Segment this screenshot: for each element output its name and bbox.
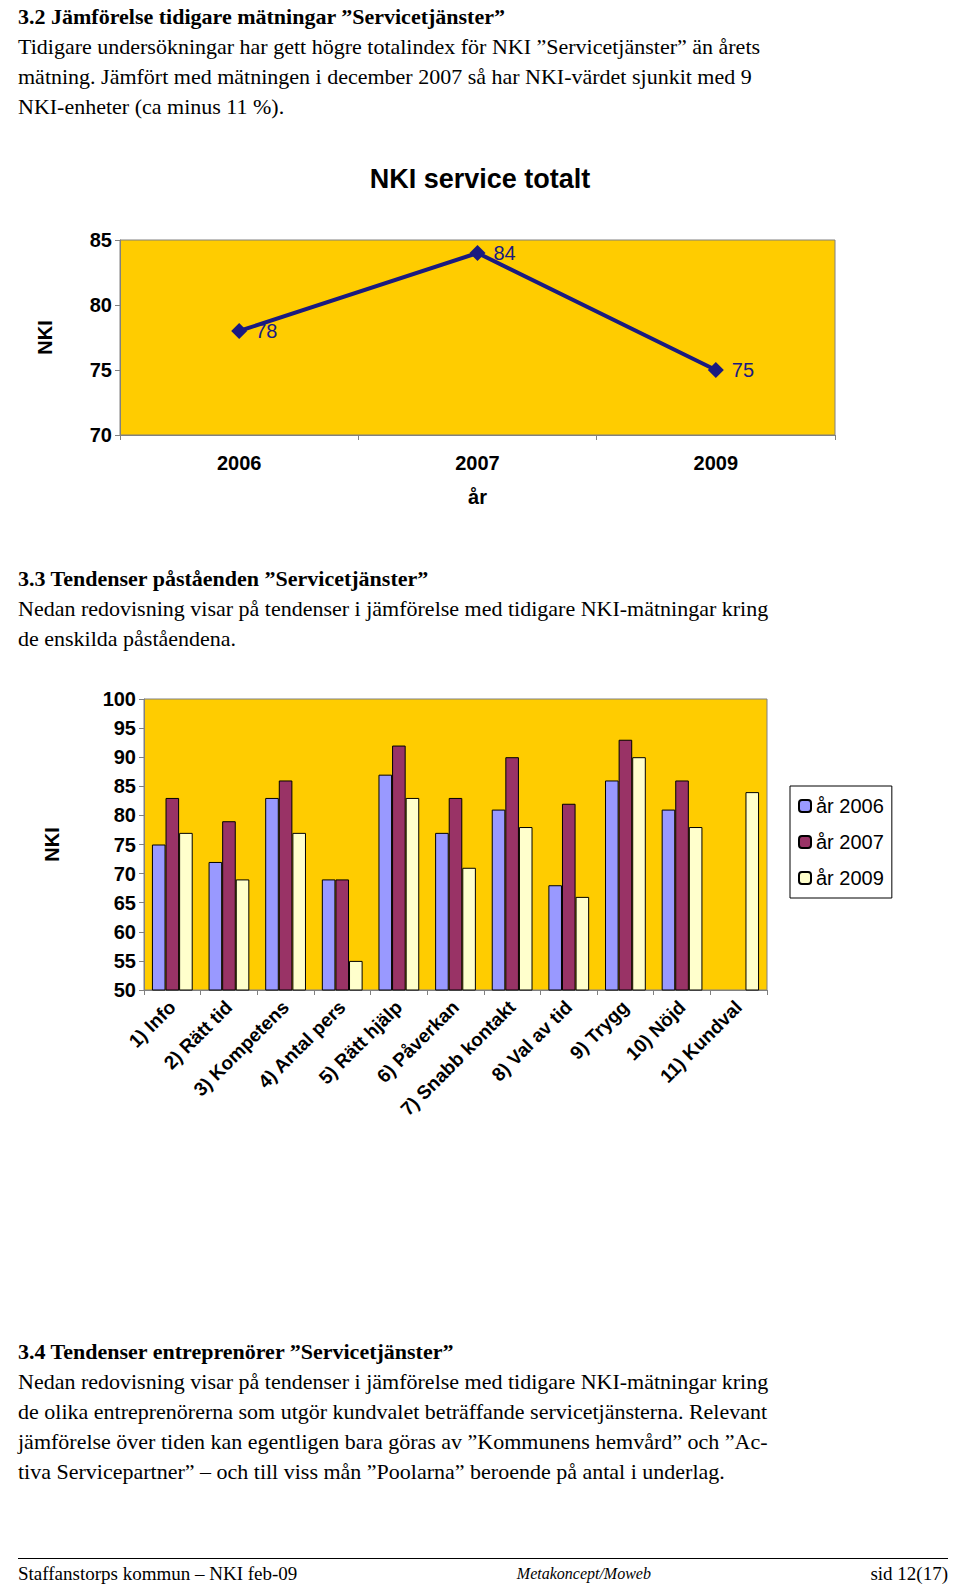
svg-text:75: 75: [732, 359, 754, 381]
svg-text:9) Trygg: 9) Trygg: [566, 997, 633, 1064]
svg-text:2) Rätt tid: 2) Rätt tid: [159, 996, 237, 1074]
svg-text:85: 85: [114, 775, 136, 797]
svg-text:4) Antal pers: 4) Antal pers: [254, 996, 350, 1093]
svg-text:NKI: NKI: [41, 827, 63, 861]
html-text:Tidigare undersökningar har ge: Tidigare undersökningar har gett högre t…: [18, 34, 761, 59]
svg-text:10) Nöjd: 10) Nöjd: [621, 996, 690, 1065]
html-text:tiva Servicepartner” – och til: tiva Servicepartner” – och till viss mån…: [18, 1459, 725, 1484]
svg-text:6) Påverkan: 6) Påverkan: [372, 996, 463, 1087]
svg-text:78: 78: [255, 320, 277, 342]
svg-text:75: 75: [114, 834, 136, 856]
svg-text:100: 100: [103, 688, 136, 710]
svg-text:1) Info: 1) Info: [125, 997, 180, 1052]
html-text:Nedan redovisning visar på ten: Nedan redovisning visar på tendenser i j…: [18, 1369, 769, 1394]
html-text:sid 12(17): sid 12(17): [870, 1563, 948, 1584]
html-text:3.4 Tendenser entreprenörer ”S: 3.4 Tendenser entreprenörer ”Servicetjän…: [18, 1339, 454, 1364]
svg-text:80: 80: [114, 804, 136, 826]
svg-text:år 2006: år 2006: [816, 795, 884, 817]
svg-text:85: 85: [90, 229, 112, 251]
svg-text:år 2007: år 2007: [816, 831, 884, 853]
svg-text:75: 75: [90, 359, 112, 381]
svg-text:2006: 2006: [217, 452, 261, 474]
html-text:de olika entreprenörerna som u: de olika entreprenörerna som utgör kundv…: [18, 1399, 768, 1424]
html-text:NKI-enheter (ca minus 11 %).: NKI-enheter (ca minus 11 %).: [18, 94, 285, 119]
html-text:de enskilda påståendena.: de enskilda påståendena.: [18, 626, 237, 651]
svg-text:80: 80: [90, 294, 112, 316]
svg-text:11) Kundval: 11) Kundval: [656, 997, 746, 1087]
svg-text:95: 95: [114, 717, 136, 739]
html-text:jämförelse över tiden kan egen: jämförelse över tiden kan egentligen bar…: [18, 1429, 768, 1454]
svg-text:NKI service totalt: NKI service totalt: [370, 164, 591, 194]
html-text:mätning. Jämfört med mätningen: mätning. Jämfört med mätningen i decembe…: [18, 64, 752, 89]
svg-text:65: 65: [114, 892, 136, 914]
html-text:Metakoncept/Moweb: Metakoncept/Moweb: [516, 1565, 651, 1582]
svg-text:2007: 2007: [455, 452, 500, 474]
svg-text:8) Val av tid: 8) Val av tid: [487, 997, 576, 1086]
svg-text:7) Snabb kontakt: 7) Snabb kontakt: [396, 996, 520, 1120]
svg-text:år 2009: år 2009: [816, 867, 884, 889]
html-text:Nedan redovisning visar på ten: Nedan redovisning visar på tendenser i j…: [18, 596, 769, 621]
svg-text:55: 55: [114, 950, 136, 972]
svg-text:60: 60: [114, 921, 136, 943]
html-text:3.3 Tendenser påståenden ”Serv: 3.3 Tendenser påståenden ”Servicetjänste…: [18, 566, 429, 591]
svg-text:år: år: [468, 486, 487, 508]
svg-text:84: 84: [494, 242, 516, 264]
svg-text:70: 70: [90, 424, 112, 446]
svg-text:NKI: NKI: [34, 320, 56, 354]
svg-text:5) Rätt hjälp: 5) Rätt hjälp: [314, 996, 407, 1089]
svg-text:70: 70: [114, 863, 136, 885]
svg-text:3) Kompetens: 3) Kompetens: [189, 997, 293, 1101]
html-text:3.2 Jämförelse tidigare mätnin: 3.2 Jämförelse tidigare mätningar ”Servi…: [18, 4, 505, 29]
svg-text:50: 50: [114, 979, 136, 1001]
svg-text:90: 90: [114, 746, 136, 768]
svg-text:2009: 2009: [694, 452, 739, 474]
html-text:Staffanstorps kommun – NKI feb: Staffanstorps kommun – NKI feb-09: [18, 1563, 298, 1584]
